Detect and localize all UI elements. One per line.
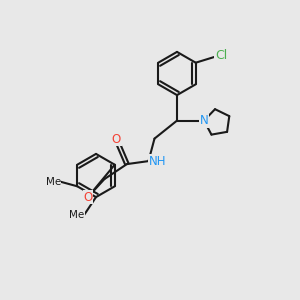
Text: NH: NH — [148, 154, 166, 168]
Text: Me: Me — [46, 177, 61, 187]
Text: O: O — [112, 133, 121, 146]
Text: O: O — [83, 190, 92, 204]
Text: Me: Me — [69, 210, 84, 220]
Text: N: N — [200, 114, 208, 127]
Text: Cl: Cl — [215, 49, 227, 62]
